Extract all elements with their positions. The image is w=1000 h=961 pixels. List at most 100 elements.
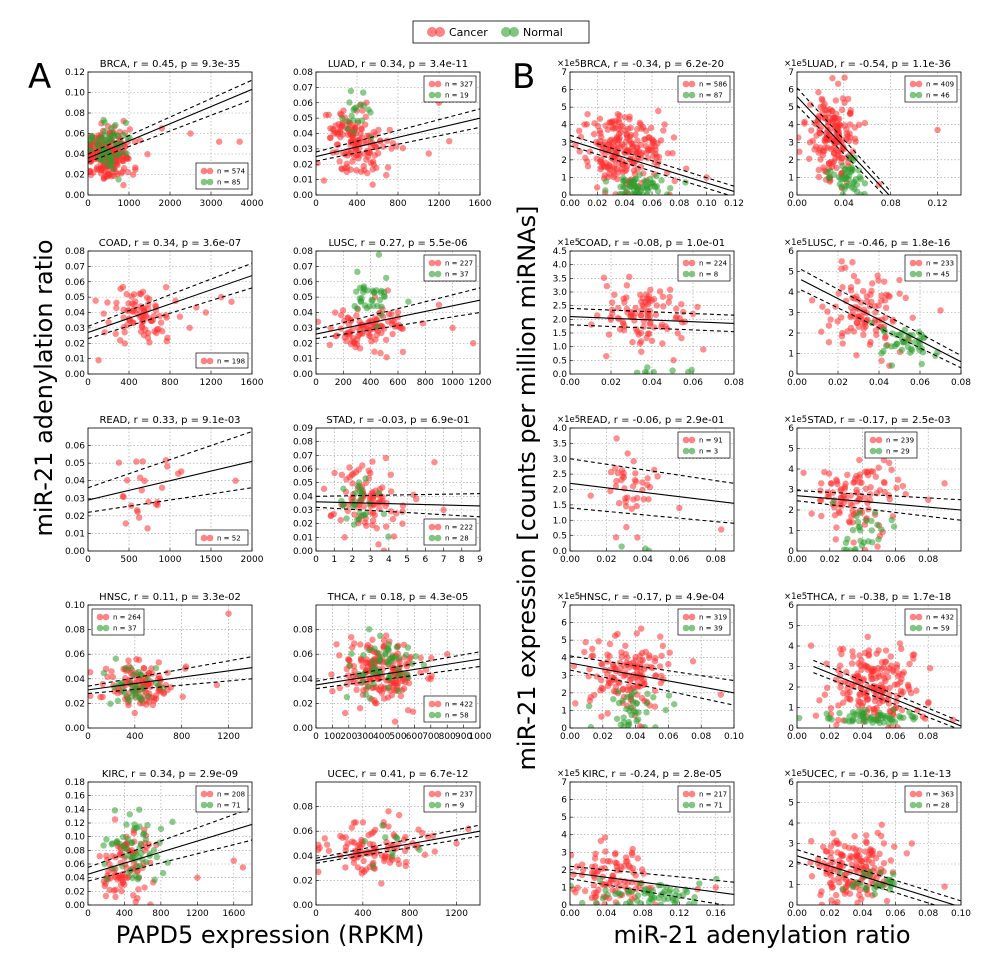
point-normal — [672, 887, 680, 894]
point-cancer — [588, 321, 595, 328]
x-tick-label: 0.04 — [596, 909, 616, 919]
inset-marker-cancer — [428, 80, 436, 88]
y-tick-label: 0.06 — [65, 442, 85, 452]
regression-line — [570, 482, 734, 504]
point-cancer — [593, 184, 601, 191]
point-cancer — [694, 303, 701, 311]
inset-marker-cancer — [428, 790, 436, 798]
point-normal — [380, 510, 388, 518]
point-cancer — [601, 834, 609, 841]
point-cancer — [360, 857, 367, 865]
point-cancer — [891, 843, 898, 850]
inset-count-cancer: n = 327 — [445, 81, 473, 89]
point-normal — [393, 834, 400, 841]
y-tick-label: 4.0 — [553, 261, 568, 271]
point-normal — [897, 714, 904, 721]
point-normal — [365, 625, 373, 633]
point-normal — [405, 298, 412, 305]
point-normal — [633, 717, 640, 725]
inset-legend-frame — [677, 608, 731, 636]
y-tick-label: 5 — [788, 799, 794, 809]
plot-a-hnsc: 0 400 800 12000.000.020.040.060.080.10HNSC,… — [65, 592, 253, 742]
x-tick-label: 0 — [313, 555, 319, 565]
point-cancer — [844, 690, 851, 698]
x-tick-label: 3 — [368, 555, 374, 565]
point-cancer — [389, 515, 397, 523]
point-normal — [395, 687, 402, 694]
point-cancer — [652, 311, 660, 318]
point-cancer — [342, 151, 349, 158]
point-cancer — [903, 850, 911, 857]
point-cancer — [606, 640, 614, 648]
y-tick-label: 3 — [788, 840, 794, 850]
plot-title: LUAD, r = 0.34, p = 3.4e-11 — [328, 59, 468, 70]
point-normal — [602, 178, 610, 185]
point-normal — [122, 119, 130, 127]
plot-title: READ, r = -0.06, p = 2.9e-01 — [580, 415, 725, 426]
y-multiplier: ×1e5 — [784, 592, 807, 602]
point-cancer — [600, 274, 608, 281]
point-cancer — [838, 106, 846, 114]
y-tick-label: 0.07 — [293, 451, 313, 461]
point-cancer — [593, 673, 601, 680]
point-normal — [856, 509, 863, 516]
point-cancer — [669, 149, 676, 157]
point-cancer — [110, 887, 118, 894]
regression-line — [316, 830, 480, 862]
y-tick-label: 0.03 — [293, 145, 313, 155]
point-cancer-outlier — [175, 470, 182, 477]
point-cancer — [369, 517, 377, 524]
point-normal — [640, 191, 647, 195]
point-normal — [666, 887, 674, 894]
ci-lower-line — [813, 672, 958, 728]
point-cancer — [825, 338, 833, 346]
point-cancer — [614, 304, 622, 312]
point-cancer — [607, 468, 615, 476]
point-cancer — [359, 819, 367, 826]
point-cancer — [872, 309, 879, 316]
ci-lower-line — [797, 105, 885, 195]
point-cancer — [344, 314, 351, 322]
point-cancer — [361, 868, 368, 875]
x-tick-label: 600 — [389, 378, 406, 388]
point-cancer — [634, 855, 642, 862]
y-tick-label: 0.02 — [293, 876, 313, 886]
point-cancer — [602, 848, 609, 855]
y-tick-label: 0.04 — [65, 150, 85, 160]
inset-marker-normal — [909, 801, 917, 809]
point-cancer — [608, 136, 615, 143]
point-cancer — [374, 327, 382, 335]
point-cancer — [848, 861, 856, 868]
point-cancer — [334, 131, 342, 138]
inset-marker-cancer — [200, 790, 208, 798]
points-a-kirc — [88, 806, 252, 905]
point-cancer — [606, 858, 614, 865]
point-cancer — [829, 74, 836, 82]
point-cancer-outlier — [187, 130, 194, 137]
point-cancer-outlier — [449, 324, 456, 332]
point-cancer — [899, 482, 907, 490]
point-cancer — [638, 149, 646, 156]
point-normal — [857, 175, 864, 183]
y-tick-label: 0.00 — [293, 547, 313, 557]
y-tick-label: 0.08 — [293, 68, 313, 78]
point-cancer — [611, 171, 618, 178]
point-normal — [144, 821, 151, 829]
point-normal — [125, 869, 132, 877]
point-normal — [376, 655, 384, 662]
point-cancer — [886, 293, 893, 300]
y-tick-label: 0.02 — [65, 699, 85, 709]
point-cancer — [614, 630, 621, 638]
point-cancer — [838, 851, 845, 859]
y-tick-label: 0.00 — [293, 724, 313, 734]
point-cancer — [353, 686, 360, 694]
y-tick-label: 0 — [788, 901, 794, 911]
point-cancer — [326, 341, 334, 349]
x-tick-label: 1200 — [186, 909, 209, 919]
point-cancer — [589, 645, 596, 653]
point-cancer — [680, 308, 687, 316]
y-tick-label: 6 — [788, 778, 794, 788]
point-normal — [375, 650, 383, 657]
